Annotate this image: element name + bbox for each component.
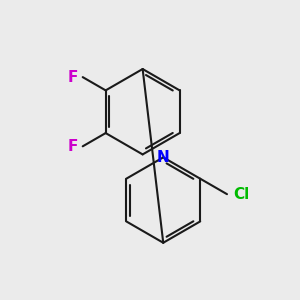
Text: Cl: Cl (233, 187, 249, 202)
Text: F: F (68, 70, 78, 85)
Text: N: N (157, 150, 169, 165)
Text: F: F (68, 139, 78, 154)
